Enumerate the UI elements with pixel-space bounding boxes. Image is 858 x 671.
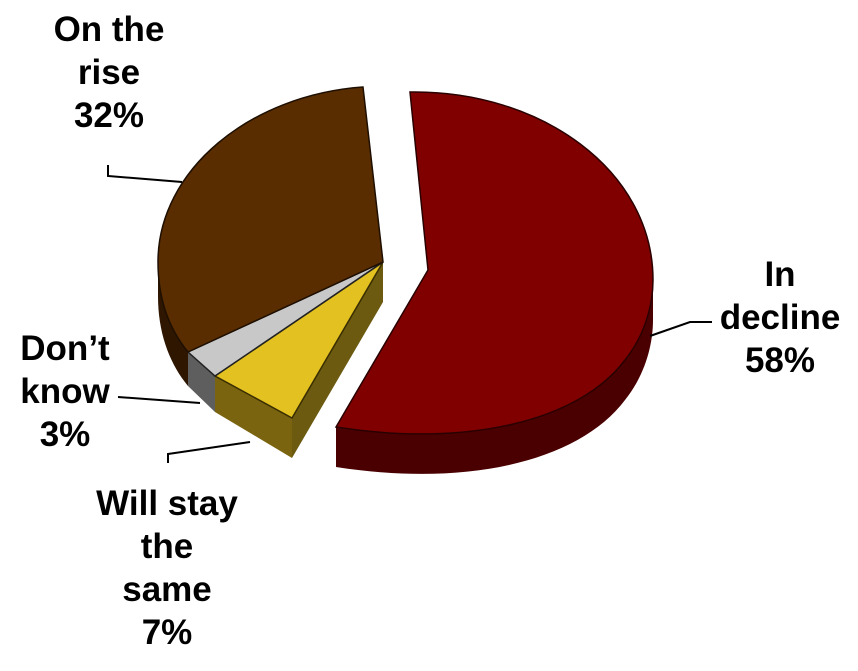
label-percent: 58% [744,341,816,380]
label-on-the-rise: On the rise 32% [14,8,204,137]
label-in-decline: In decline 58% [700,253,858,382]
label-text: rise [77,53,141,92]
label-text: Don’t [20,329,110,368]
label-will-stay-the-same: Will stay the same 7% [62,482,272,654]
label-text: decline [719,298,841,337]
slice-side-in-decline [336,280,653,474]
label-text: same [122,570,212,609]
label-percent: 3% [39,415,91,454]
label-percent: 7% [141,613,193,652]
slice-on-the-rise [157,86,384,353]
slice-in-decline [334,91,654,435]
leader-lines [107,165,712,463]
label-percent: 32% [73,96,145,135]
label-text: know [20,372,110,411]
leader-line-will-stay [167,441,251,463]
slice-tops [157,86,654,435]
slice-side-on-the-rise [158,262,188,386]
label-text: Will stay [96,484,238,523]
label-text: In [764,255,796,294]
leader-line-in-decline [649,321,712,337]
leader-line-on-the-rise [107,165,183,183]
leader-line-dont-know [117,396,201,404]
slice-side-will-stay [215,376,292,458]
label-text: On the [53,10,165,49]
label-text: the [140,527,194,566]
slice-sides [158,262,653,474]
label-dont-know: Don’t know 3% [0,327,130,456]
slice-side-will-stay-front [292,262,383,458]
slice-side-dont-know [188,352,215,412]
